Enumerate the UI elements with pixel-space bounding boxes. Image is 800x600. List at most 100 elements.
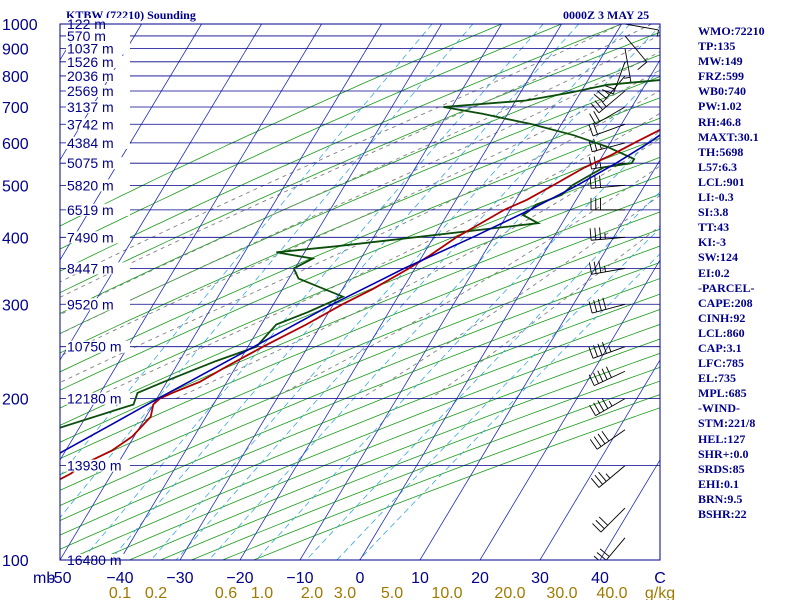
wind-barb: [593, 75, 626, 103]
height-label-bg: [66, 157, 130, 170]
pressure-tick-label: 100: [2, 553, 29, 570]
sounding-index-9: L57:6.3: [698, 159, 737, 174]
wind-barb: [589, 397, 626, 417]
wind-barb: [588, 260, 626, 275]
isotherm: [479, 259, 660, 560]
sounding-index-15: SW:124: [698, 250, 739, 265]
temperature-tick-label: −20: [226, 570, 253, 587]
sounding-index-30: EHI:0.1: [698, 476, 740, 491]
sounding-index-22: LFC:785: [698, 356, 744, 371]
height-label: 10750 m: [67, 339, 121, 355]
height-label-bg: [66, 101, 130, 114]
height-label: 8447 m: [67, 260, 114, 276]
mixing-ratio-label: 30.0: [546, 585, 577, 600]
sounding-index-21: CAP:3.1: [698, 340, 742, 355]
height-label-bg: [66, 340, 130, 353]
pressure-tick-label: 500: [2, 178, 29, 195]
moist-adiabat: [360, 194, 660, 399]
height-label-bg: [66, 84, 130, 97]
isotherm: [239, 24, 562, 560]
temperature-tick-label: 0: [356, 570, 365, 587]
mixing-ratio-label: 3.0: [334, 585, 356, 600]
isotherm: [419, 159, 660, 560]
height-label: 1037 m: [67, 41, 114, 57]
pressure-tick-label: 200: [2, 392, 29, 409]
pressure-tick-label: 900: [2, 42, 29, 59]
sounding-index-4: WB0:740: [698, 84, 746, 99]
wind-barb: [589, 106, 626, 125]
pressure-tick-label: 800: [2, 69, 29, 86]
parcel-path: [60, 134, 660, 455]
mixing-ratio-label: 0.1: [109, 585, 131, 600]
height-label-bg: [66, 55, 130, 68]
moist-adiabat: [60, 69, 660, 357]
height-label: 2569 m: [67, 83, 114, 99]
chart-frame: [59, 23, 661, 561]
wind-barb: [588, 122, 626, 137]
height-label: 13930 m: [67, 458, 121, 474]
temperature-tick-label: -50: [48, 570, 71, 587]
pressure-tick-label: 300: [2, 297, 29, 314]
isotherm: [599, 459, 660, 560]
wind-barb: [588, 366, 626, 387]
isotherm: [60, 24, 142, 161]
mixing-ratio-label: 2.0: [301, 585, 323, 600]
temperature-tick-label: C: [654, 570, 666, 587]
mixing-ratio-label: 0.2: [145, 585, 167, 600]
wind-barb: [589, 227, 626, 241]
sounding-index-8: TH:5698: [698, 144, 744, 159]
sounding-index-14: KI:-3: [698, 235, 726, 250]
wind-barb: [589, 429, 626, 450]
height-label: 5820 m: [67, 177, 114, 193]
wind-barb: [588, 342, 626, 359]
sounding-index-1: TP:135: [698, 39, 736, 54]
sounding-index-13: TT:43: [698, 220, 730, 235]
height-label: 9520 m: [67, 296, 114, 312]
moist-adiabat: [60, 90, 660, 384]
temperature-tick-label: 10: [411, 570, 429, 587]
isotherm: [179, 24, 502, 560]
sounding-index-24: MPL:685: [698, 386, 747, 401]
sounding-index-12: SI:3.8: [698, 205, 729, 220]
mixing-ratio-label: 20.0: [494, 585, 525, 600]
pressure-tick-label: 600: [2, 136, 29, 153]
temperature-tick-label: 30: [531, 570, 549, 587]
sounding-index-6: RH:46.8: [698, 114, 741, 129]
dewpoint-profile: [60, 79, 660, 429]
temperature-tick-label: 20: [471, 570, 489, 587]
mixing-ratio-unit: g/kg: [645, 585, 675, 600]
wind-barb: [590, 197, 625, 211]
wind-barb: [590, 90, 626, 114]
sounding-index-0: WMO:72210: [698, 24, 765, 38]
isotherm: [539, 359, 660, 560]
sounding-index-32: BSHR:22: [698, 507, 747, 521]
mixing-ratio-label: 5.0: [381, 585, 403, 600]
height-label: 570 m: [67, 28, 106, 44]
height-label-bg: [66, 29, 130, 42]
isotherm: [60, 24, 202, 261]
isotherm: [60, 24, 262, 361]
sounding-index-25: -WIND-: [698, 401, 740, 416]
pressure-tick-label: 700: [2, 100, 29, 117]
temperature-tick-label: −40: [106, 570, 133, 587]
sounding-index-23: EL:735: [698, 371, 737, 386]
height-label: 7490 m: [67, 229, 114, 245]
sounding-index-3: FRZ:599: [698, 69, 744, 84]
sounding-index-20: LCL:860: [698, 325, 745, 340]
height-label-bg: [66, 136, 130, 149]
wind-barb: [588, 297, 626, 314]
sounding-index-17: -PARCEL-: [698, 280, 755, 295]
height-label-bg: [66, 42, 130, 55]
height-label: 6519 m: [67, 202, 114, 218]
height-label-bg: [66, 231, 130, 244]
height-label: 1526 m: [67, 54, 114, 70]
height-label: 5075 m: [67, 155, 114, 171]
height-label-bg: [66, 392, 130, 405]
sounding-index-10: LCL:901: [698, 174, 745, 189]
height-label: 3742 m: [67, 116, 114, 132]
sounding-index-16: EI:0.2: [698, 265, 730, 280]
isotherm: [299, 24, 622, 560]
sounding-index-7: MAXT:30.1: [698, 129, 759, 144]
sounding-index-11: LI:-0.3: [698, 190, 734, 205]
